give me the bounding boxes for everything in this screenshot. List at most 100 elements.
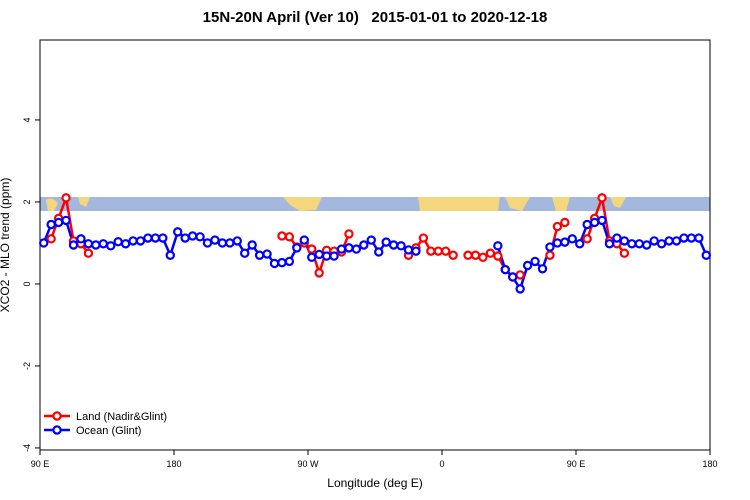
data-point bbox=[500, 264, 510, 275]
data-point bbox=[314, 249, 324, 260]
data-point bbox=[426, 246, 436, 256]
data-point bbox=[582, 219, 592, 230]
y-axis-label: XCO2 - MLO trend (ppm) bbox=[0, 178, 12, 313]
data-point bbox=[284, 256, 295, 267]
x-axis-label: Longitude (deg E) bbox=[327, 476, 422, 490]
data-point bbox=[307, 244, 317, 254]
data-point bbox=[649, 236, 659, 246]
data-point bbox=[83, 239, 94, 249]
data-point bbox=[463, 250, 473, 260]
data-point bbox=[619, 248, 630, 258]
data-point bbox=[277, 257, 287, 268]
data-point bbox=[53, 217, 64, 228]
x-tick-label: 180 bbox=[702, 459, 717, 469]
data-point bbox=[262, 249, 272, 259]
data-point bbox=[552, 238, 563, 248]
data-point bbox=[366, 235, 376, 245]
legend-label: Ocean (Glint) bbox=[76, 425, 141, 437]
data-point bbox=[351, 244, 362, 254]
data-point bbox=[344, 229, 354, 239]
y-tick-label: 0 bbox=[22, 281, 32, 286]
data-point bbox=[120, 239, 131, 249]
data-point bbox=[441, 246, 451, 256]
data-point bbox=[493, 251, 503, 261]
data-point bbox=[478, 252, 488, 262]
data-point bbox=[612, 233, 622, 243]
data-point bbox=[664, 236, 674, 246]
data-point bbox=[292, 243, 302, 253]
data-point bbox=[247, 240, 257, 250]
data-point bbox=[187, 231, 198, 241]
data-point bbox=[106, 241, 116, 251]
data-point bbox=[448, 250, 458, 260]
data-point bbox=[158, 233, 168, 243]
data-point bbox=[225, 238, 235, 248]
data-point bbox=[143, 233, 153, 243]
data-point bbox=[642, 240, 652, 250]
data-point bbox=[582, 234, 592, 244]
data-point bbox=[552, 221, 563, 232]
data-point bbox=[284, 232, 295, 242]
data-point bbox=[671, 236, 682, 246]
ocean-strip bbox=[40, 197, 710, 211]
data-point bbox=[277, 231, 287, 241]
data-point bbox=[686, 233, 697, 243]
x-tick-label: 0 bbox=[439, 459, 444, 469]
data-point bbox=[634, 239, 644, 249]
data-point bbox=[567, 234, 577, 244]
data-point bbox=[359, 240, 369, 250]
data-point bbox=[61, 215, 71, 226]
data-point bbox=[470, 250, 481, 260]
x-tick-label: 90 W bbox=[297, 459, 319, 469]
data-point bbox=[61, 193, 71, 203]
data-point bbox=[545, 242, 555, 252]
data-point bbox=[83, 248, 94, 258]
data-point bbox=[597, 215, 607, 226]
data-point bbox=[195, 232, 205, 242]
y-tick-label: 4 bbox=[22, 117, 32, 122]
legend-marker bbox=[52, 425, 62, 435]
data-point bbox=[560, 217, 570, 228]
data-point bbox=[299, 235, 309, 245]
data-point bbox=[113, 237, 123, 247]
data-point bbox=[493, 241, 503, 251]
x-tick-label: 90 E bbox=[567, 459, 586, 469]
legend-label: Land (Nadir&Glint) bbox=[76, 411, 167, 423]
data-point bbox=[522, 260, 533, 271]
data-point bbox=[515, 284, 525, 294]
data-point bbox=[232, 236, 242, 246]
data-point bbox=[701, 250, 711, 260]
data-point bbox=[314, 268, 324, 278]
data-point bbox=[575, 239, 585, 249]
data-point bbox=[344, 243, 354, 253]
data-point bbox=[46, 234, 56, 244]
data-point bbox=[396, 241, 406, 251]
data-point bbox=[545, 250, 555, 260]
data-point bbox=[307, 252, 317, 262]
data-point bbox=[530, 256, 540, 267]
data-point bbox=[411, 246, 421, 256]
data-point bbox=[173, 227, 183, 237]
data-point bbox=[589, 217, 600, 228]
data-point bbox=[269, 258, 280, 269]
data-point bbox=[627, 239, 637, 249]
y-tick-label: -4 bbox=[22, 444, 32, 452]
data-point bbox=[254, 250, 265, 260]
data-point bbox=[91, 240, 101, 250]
x-tick-label: 90 E bbox=[31, 459, 50, 469]
data-point bbox=[217, 238, 228, 248]
data-point bbox=[619, 236, 630, 246]
data-point bbox=[694, 233, 704, 243]
chart-title: 15N-20N April (Ver 10) 2015-01-01 to 202… bbox=[203, 9, 548, 26]
data-point bbox=[329, 251, 339, 261]
data-point bbox=[537, 264, 548, 274]
data-point bbox=[433, 246, 443, 256]
data-point bbox=[656, 239, 667, 249]
data-point bbox=[336, 244, 347, 254]
map-strip bbox=[40, 197, 710, 211]
data-point bbox=[39, 238, 49, 248]
data-point bbox=[165, 250, 175, 260]
y-tick-label: 2 bbox=[22, 199, 32, 204]
data-point bbox=[374, 247, 384, 257]
